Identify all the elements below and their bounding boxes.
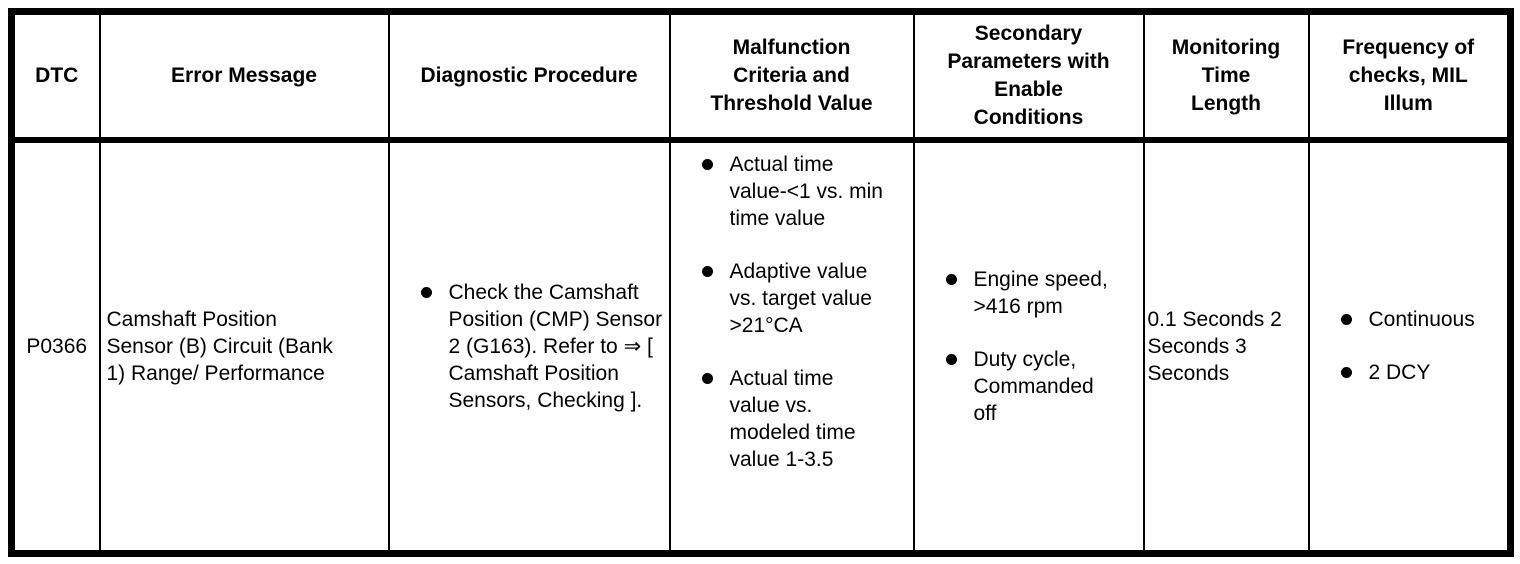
criteria-text: Adaptive value vs. target value >21°CA: [729, 259, 872, 337]
col-header-label: Monitoring Time Length: [1171, 35, 1281, 115]
frequency-text: Continuous: [1368, 308, 1475, 332]
col-header-label: Error Message: [171, 63, 317, 87]
col-header-malfunction-criteria: Malfunction Criteria and Threshold Value: [668, 10, 915, 143]
bullet-icon: [1340, 314, 1352, 326]
dtc-code: P0366: [26, 334, 88, 358]
col-header-diagnostic-procedure: Diagnostic Procedure: [387, 10, 671, 143]
bullet-icon: [1340, 367, 1352, 379]
dtc-table: DTC Error Message Diagnostic Procedure M…: [8, 8, 1514, 557]
col-header-monitoring-time: Monitoring Time Length: [1142, 10, 1310, 143]
bullet-icon: [701, 158, 713, 170]
col-header-label: Malfunction Criteria and Threshold Value: [710, 35, 873, 115]
error-message-text: Camshaft Position Sensor (B) Circuit (Ba…: [106, 307, 333, 385]
col-header-label: DTC: [35, 63, 79, 87]
bullet-icon: [945, 273, 957, 285]
col-header-frequency: Frequency of checks, MIL Illum: [1307, 10, 1512, 143]
col-header-label: Secondary Parameters with Enable Conditi…: [947, 21, 1110, 129]
list-item: Engine speed, >416 rpm: [916, 266, 1142, 320]
col-header-secondary-parameters: Secondary Parameters with Enable Conditi…: [912, 10, 1145, 143]
col-header-label: Diagnostic Procedure: [420, 63, 638, 87]
list-item: 2 DCY: [1311, 359, 1507, 386]
list-item: Check the Camshaft Position (CMP) Sensor…: [391, 279, 668, 414]
parameter-text: Duty cycle, Commanded off: [973, 347, 1094, 425]
parameter-text: Engine speed, >416 rpm: [973, 267, 1108, 318]
col-header-dtc: DTC: [10, 10, 101, 143]
list-item: Duty cycle, Commanded off: [916, 346, 1142, 427]
cell-monitoring-time: 0.1 Seconds 2 Seconds 3 Seconds: [1142, 138, 1310, 555]
list-item: Actual time value-<1 vs. min time value: [672, 151, 912, 232]
bullet-icon: [420, 286, 432, 298]
criteria-text: Actual time value vs. modeled time value…: [729, 366, 856, 471]
criteria-text: Actual time value-<1 vs. min time value: [729, 152, 883, 230]
frequency-text: 2 DCY: [1368, 361, 1431, 385]
cell-frequency-of-checks: Continuous 2 DCY: [1307, 138, 1512, 555]
col-header-label: Frequency of checks, MIL Illum: [1342, 35, 1475, 115]
cell-dtc-code: P0366: [10, 138, 101, 555]
table-header-row: DTC Error Message Diagnostic Procedure M…: [10, 10, 1512, 143]
table-row: P0366 Camshaft Position Sensor (B) Circu…: [10, 138, 1512, 555]
list-item: Adaptive value vs. target value >21°CA: [672, 258, 912, 339]
cell-secondary-parameters: Engine speed, >416 rpm Duty cycle, Comma…: [912, 138, 1145, 555]
bullet-icon: [945, 353, 957, 365]
list-item: Continuous: [1311, 306, 1507, 333]
diagnostic-step-text: Check the Camshaft Position (CMP) Sensor…: [448, 280, 663, 412]
bullet-icon: [701, 265, 713, 277]
cell-malfunction-criteria: Actual time value-<1 vs. min time value …: [668, 138, 915, 555]
cell-diagnostic-procedure: Check the Camshaft Position (CMP) Sensor…: [387, 138, 671, 555]
cell-error-message: Camshaft Position Sensor (B) Circuit (Ba…: [98, 138, 390, 555]
monitoring-time-text: 0.1 Seconds 2 Seconds 3 Seconds: [1147, 307, 1282, 385]
col-header-error-message: Error Message: [98, 10, 390, 143]
list-item: Actual time value vs. modeled time value…: [672, 365, 912, 473]
bullet-icon: [701, 372, 713, 384]
